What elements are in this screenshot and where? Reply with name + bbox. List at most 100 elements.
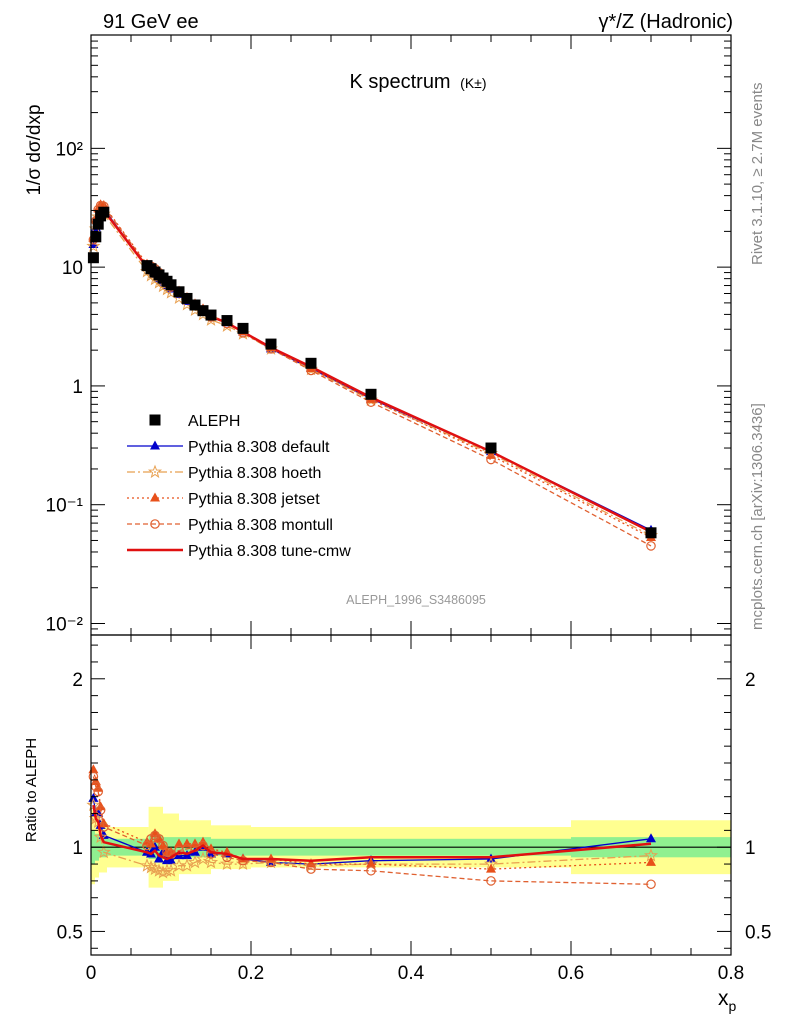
main-marker-montull <box>646 541 656 551</box>
ratio-ylabel: Ratio to ALEPH <box>23 738 40 842</box>
legend-label: Pythia 8.308 hoeth <box>188 465 321 482</box>
data-point-aleph <box>221 315 233 327</box>
ratio-marker-hoeth <box>143 859 159 874</box>
main-marker-jetset <box>486 449 496 459</box>
ratio-marker-montull <box>486 876 496 886</box>
ratio-marker-montull <box>238 855 248 866</box>
data-point-aleph <box>365 388 377 400</box>
data-point-aleph <box>485 442 497 454</box>
legend-label: Pythia 8.308 montull <box>188 517 333 534</box>
ratio-marker-default <box>166 855 176 865</box>
main-line-tune-cmw <box>92 209 652 534</box>
main-marker-montull <box>486 454 496 465</box>
chart-title-sup: (K±) <box>460 75 486 91</box>
main-line-hoeth <box>92 212 652 537</box>
ratio-x-tick-label: 0.6 <box>558 963 584 984</box>
legend-label: Pythia 8.308 tune-cmw <box>188 543 351 560</box>
ratio-xlabel: xp <box>718 987 737 1014</box>
main-frame <box>90 34 732 636</box>
ratio-marker-hoeth <box>203 855 219 869</box>
ratio-plot: 0.5 0.5 1 1 2 2 0 0.2 0.4 0.6 0.8 Ratio to ALEPH x… <box>23 634 771 1014</box>
data-point-aleph <box>173 286 185 298</box>
ratio-marker-jetset <box>646 856 656 866</box>
legend-swatch-aleph <box>149 414 161 426</box>
data-point-aleph <box>189 299 201 311</box>
ratio-marker-hoeth <box>159 863 175 877</box>
data-point-aleph <box>645 527 657 539</box>
main-y-tick-label: 1 <box>72 377 83 398</box>
main-y-tick-label: 10⁻² <box>46 614 84 635</box>
ratio-x-tick-label: 0 <box>86 963 97 984</box>
main-marker-hoeth <box>86 238 101 253</box>
ratio-frame <box>90 634 732 956</box>
main-line-default <box>92 208 652 531</box>
legend-swatch-marker <box>150 440 160 450</box>
ratio-xlabel-text: x <box>718 987 729 1010</box>
mcplots-label: mcplots.cern.ch [arXiv:1306.3436] <box>749 403 766 630</box>
ratio-marker-jetset <box>366 858 376 868</box>
ratio-marker-default <box>154 853 164 863</box>
ratio-marker-hoeth <box>93 829 108 844</box>
ratio-y-tick-label: 2 <box>72 670 83 691</box>
ratio-y-tick-label-right: 1 <box>745 838 756 859</box>
data-point-aleph <box>98 206 110 218</box>
ratio-y-tick-label-right: 2 <box>745 670 756 691</box>
legend: ALEPH Pythia 8.308 default Pythia 8.308 ho… <box>127 413 351 560</box>
ratio-marker-jetset <box>174 838 184 848</box>
ratio-marker-hoeth <box>187 855 203 869</box>
ratio-xlabel-sub: p <box>729 998 737 1014</box>
legend-swatch-marker <box>150 519 160 529</box>
data-point-aleph <box>237 322 249 334</box>
ratio-y-tick-label-right: 0.5 <box>745 922 771 943</box>
ratio-marker-hoeth <box>179 858 195 872</box>
ratio-marker-jetset <box>486 863 496 873</box>
main-ylabel: 1/σ dσ/dxp <box>24 104 45 195</box>
analysis-label: ALEPH_1996_S3486095 <box>346 593 486 607</box>
main-line-montull <box>92 204 652 547</box>
chart-title: K spectrum (K±) <box>349 71 486 93</box>
ratio-marker-hoeth <box>163 863 179 877</box>
main-y-tick-label: 10 <box>62 258 83 279</box>
ratio-marker-montull <box>95 805 106 815</box>
ratio-y-tick-label: 1 <box>72 838 83 859</box>
data-point-aleph <box>92 218 104 230</box>
ratio-marker-hoeth <box>96 844 111 859</box>
data-point-aleph <box>265 338 277 350</box>
legend-label: Pythia 8.308 jetset <box>188 491 320 508</box>
data-point-aleph <box>205 309 217 321</box>
legend-label: ALEPH <box>188 413 240 430</box>
header-left: 91 GeV ee <box>103 11 199 33</box>
legend-swatch-marker <box>147 464 163 479</box>
legend-label: Pythia 8.308 default <box>188 439 330 456</box>
ratio-marker-montull <box>88 771 99 782</box>
ratio-marker-hoeth <box>195 851 211 866</box>
ratio-marker-hoeth <box>139 858 155 872</box>
rivet-label: Rivet 3.1.10, ≥ 2.7M events <box>749 83 766 266</box>
ratio-marker-montull <box>306 864 316 874</box>
ratio-marker-montull <box>366 865 376 876</box>
ratio-marker-hoeth <box>147 861 163 876</box>
ratio-x-tick-label: 0.4 <box>398 963 425 984</box>
data-point-aleph <box>87 252 99 264</box>
legend-swatch-marker <box>150 492 160 502</box>
ratio-y-tick-label: 0.5 <box>57 922 83 943</box>
data-point-aleph <box>90 231 102 243</box>
ratio-line-tune-cmw <box>92 804 652 862</box>
ratio-marker-hoeth <box>219 856 235 871</box>
data-point-aleph <box>165 279 177 291</box>
main-line-jetset <box>92 204 652 539</box>
data-point-aleph <box>181 292 193 304</box>
ratio-x-tick-label: 0.8 <box>718 963 744 984</box>
ratio-x-tick-label: 0.2 <box>238 963 264 984</box>
main-y-tick-label: 10⁻¹ <box>46 496 84 517</box>
ratio-marker-montull <box>91 781 101 792</box>
ratio-marker-montull <box>198 840 208 851</box>
ratio-marker-default <box>646 833 656 843</box>
chart-title-main: K spectrum <box>349 71 450 93</box>
ratio-marker-montull <box>93 786 103 797</box>
main-plot: 10⁻² 10⁻¹ 1 10 10² K spectrum (K±) ALEPH_199… <box>24 34 732 636</box>
header-right: γ*/Z (Hadronic) <box>599 11 733 33</box>
data-point-aleph <box>305 357 317 369</box>
data-point-aleph <box>197 305 209 317</box>
